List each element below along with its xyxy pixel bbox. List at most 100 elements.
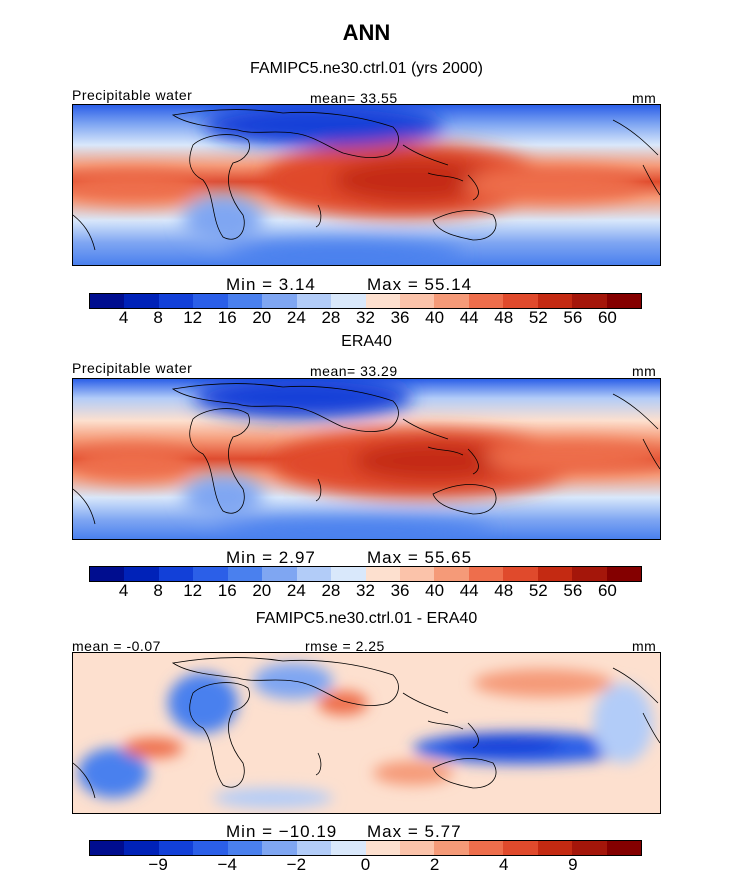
panel-3-rmse-label: rmse = 2.25 — [305, 638, 385, 654]
colorbar-cell — [90, 841, 125, 855]
colorbar-tick-label: 60 — [597, 308, 617, 327]
colorbar-cell — [434, 294, 469, 308]
panel-2-mean-label: mean= 33.29 — [310, 363, 398, 379]
colorbar-cell — [296, 841, 332, 855]
colorbar-cell — [90, 294, 125, 308]
colorbar-tick-label: 44 — [459, 308, 479, 327]
panel-2-title: ERA40 — [341, 333, 392, 350]
panel-1-units-label: mm — [632, 90, 657, 106]
colorbar-cell — [193, 567, 228, 581]
colorbar-tick-label: 12 — [183, 581, 203, 600]
panel-1-colorbar-ticks: 4 8 12 16 20 24 28 32 36 40 44 48 52 56 60 — [89, 308, 642, 328]
colorbar-tick-label: 20 — [252, 581, 272, 600]
colorbar-cell — [296, 294, 332, 308]
colorbar-cell — [606, 567, 641, 581]
colorbar-tick-label: 52 — [528, 581, 548, 600]
colorbar-cell — [124, 841, 159, 855]
colorbar-cell — [262, 567, 297, 581]
panel-3-units-label: mm — [632, 638, 657, 654]
colorbar-tick-label: 8 — [153, 308, 163, 327]
panel-2-field — [73, 379, 660, 539]
panel-2-max-label: Max = 55.65 — [367, 548, 473, 567]
colorbar-tick-label: 4 — [118, 581, 129, 600]
colorbar-tick-label: 16 — [217, 308, 237, 327]
colorbar-cell — [331, 567, 366, 581]
colorbar-cell — [606, 294, 641, 308]
colorbar-cell — [262, 294, 297, 308]
colorbar-cell — [434, 567, 469, 581]
colorbar-cell — [572, 841, 607, 855]
figure-title: ANN — [342, 20, 391, 45]
panel-2-colorbar — [89, 566, 642, 582]
colorbar-cell — [193, 841, 228, 855]
panel-2-min-label: Min = 2.97 — [226, 548, 316, 567]
colorbar-tick-label: 40 — [425, 308, 445, 327]
colorbar-tick-label: 60 — [597, 581, 617, 600]
colorbar-cell — [572, 294, 607, 308]
colorbar-tick-label: 40 — [425, 581, 445, 600]
colorbar-cell — [124, 567, 159, 581]
panel-3-field — [73, 653, 660, 813]
panel-1-min-label: Min = 3.14 — [226, 275, 316, 294]
panel-3-title: FAMIPC5.ne30.ctrl.01 - ERA40 — [255, 610, 478, 627]
colorbar-cell — [124, 294, 159, 308]
colorbar-cell — [227, 567, 263, 581]
panel-3-colorbar-ticks: −9 −4 −2 0 2 4 9 — [89, 855, 642, 875]
panel-3-min-label: Min = −10.19 — [226, 822, 338, 841]
colorbar-tick-label: 36 — [390, 308, 410, 327]
colorbar-tick-label: 24 — [286, 581, 306, 600]
colorbar-cell — [399, 841, 435, 855]
colorbar-cell — [227, 294, 263, 308]
colorbar-cell — [572, 567, 607, 581]
colorbar-tick-label: 9 — [568, 855, 578, 874]
colorbar-cell — [365, 294, 400, 308]
colorbar-cell — [468, 841, 504, 855]
colorbar-cell — [399, 294, 435, 308]
colorbar-cell — [537, 294, 573, 308]
colorbar-tick-label: 48 — [494, 308, 514, 327]
colorbar-cell — [158, 294, 194, 308]
colorbar-cell — [503, 841, 538, 855]
panel-2-variable-label: Precipitable water — [72, 360, 193, 376]
colorbar-tick-label: 24 — [286, 308, 306, 327]
colorbar-tick-label: −9 — [148, 855, 168, 874]
colorbar-tick-label: 56 — [563, 581, 583, 600]
colorbar-tick-label: 16 — [217, 581, 237, 600]
colorbar-cell — [468, 567, 504, 581]
colorbar-cell — [158, 841, 194, 855]
colorbar-cell — [193, 294, 228, 308]
panel-1-field — [73, 105, 660, 265]
colorbar-cell — [468, 294, 504, 308]
colorbar-cell — [365, 567, 400, 581]
colorbar-cell — [606, 841, 641, 855]
colorbar-cell — [537, 567, 573, 581]
colorbar-cell — [227, 841, 263, 855]
panel-1-colorbar — [89, 293, 642, 309]
panel-2-colorbar-ticks: 4 8 12 16 20 24 28 32 36 40 44 48 52 56 60 — [89, 581, 642, 601]
panel-1-variable-label: Precipitable water — [72, 87, 193, 103]
colorbar-tick-label: −4 — [217, 855, 237, 874]
colorbar-tick-label: 0 — [360, 855, 371, 874]
colorbar-tick-label: 8 — [153, 581, 163, 600]
colorbar-tick-label: 36 — [390, 581, 410, 600]
panel-2-map — [72, 378, 661, 540]
panel-3-map — [72, 652, 661, 814]
panel-3-mean-label: mean = -0.07 — [72, 638, 161, 654]
panel-1-mean-label: mean= 33.55 — [310, 90, 398, 106]
colorbar-tick-label: −2 — [286, 855, 307, 874]
panel-1-map — [72, 104, 661, 266]
colorbar-tick-label: 4 — [499, 855, 509, 874]
panel-1-title: FAMIPC5.ne30.ctrl.01 (yrs 2000) — [250, 60, 483, 77]
colorbar-cell — [399, 567, 435, 581]
colorbar-cell — [262, 841, 297, 855]
panel-1-max-label: Max = 55.14 — [367, 275, 473, 294]
colorbar-cell — [503, 294, 538, 308]
colorbar-tick-label: 28 — [321, 308, 341, 327]
colorbar-tick-label: 12 — [183, 308, 203, 327]
colorbar-cell — [331, 841, 366, 855]
colorbar-tick-label: 52 — [528, 308, 548, 327]
panel-3-max-label: Max = 5.77 — [367, 822, 462, 841]
panel-3-colorbar — [89, 840, 642, 856]
colorbar-tick-label: 20 — [252, 308, 272, 327]
colorbar-tick-label: 4 — [118, 308, 129, 327]
